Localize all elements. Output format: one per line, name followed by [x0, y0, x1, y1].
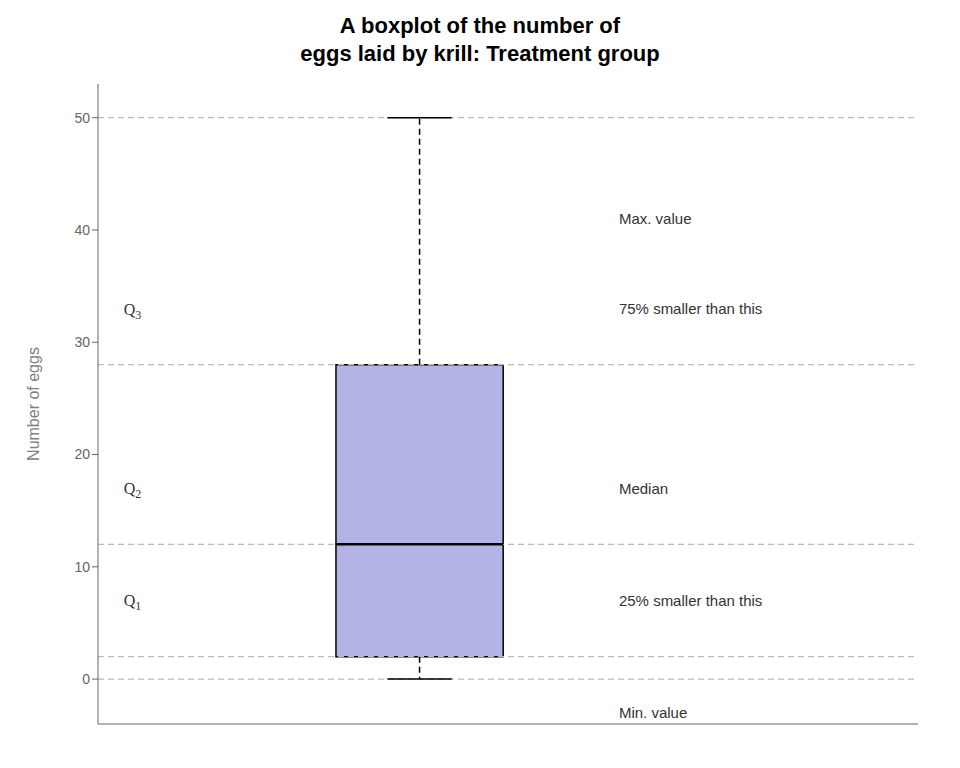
svg-text:Q3: Q3: [124, 300, 142, 322]
html-text:A boxplot of the number of: A boxplot of the number of: [339, 13, 621, 38]
svg-text:Q2: Q2: [124, 480, 142, 502]
svg-text:10: 10: [74, 559, 90, 575]
svg-text:Max. value: Max. value: [619, 210, 692, 227]
html-text:eggs laid by krill: Treatment: eggs laid by krill: Treatment group: [300, 41, 660, 66]
svg-text:25% smaller than this: 25% smaller than this: [619, 592, 762, 609]
svg-text:40: 40: [74, 222, 90, 238]
svg-text:75% smaller than this: 75% smaller than this: [619, 300, 762, 317]
svg-text:0: 0: [82, 671, 90, 687]
svg-text:Min. value: Min. value: [619, 704, 687, 721]
svg-text:30: 30: [74, 334, 90, 350]
svg-text:20: 20: [74, 446, 90, 462]
svg-text:Q1: Q1: [124, 592, 142, 614]
svg-text:50: 50: [74, 110, 90, 126]
svg-text:Median: Median: [619, 480, 668, 497]
svg-text:Number of eggs: Number of eggs: [25, 347, 42, 461]
